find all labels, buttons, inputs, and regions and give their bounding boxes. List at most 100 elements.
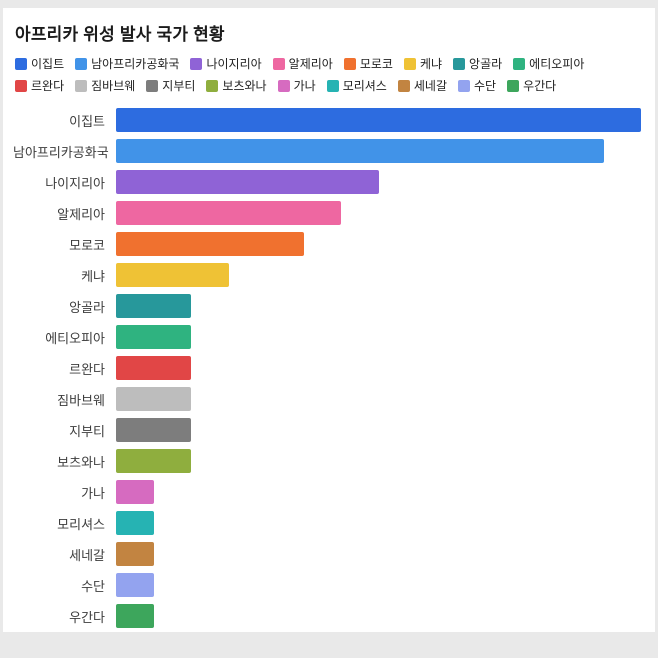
bar (116, 604, 154, 628)
category-label: 짐바브웨 (57, 392, 105, 408)
legend-item[interactable]: 우간다 (507, 77, 556, 94)
bar-track (116, 573, 641, 597)
category-label: 모리셔스 (57, 516, 105, 532)
legend-item[interactable]: 모로코 (343, 55, 393, 72)
category-label: 가나 (81, 485, 105, 501)
legend-swatch-icon (146, 79, 159, 92)
bar (116, 263, 229, 287)
category-label: 모로코 (69, 237, 105, 253)
legend-swatch-icon (457, 79, 470, 92)
legend-label: 짐바브웨 (91, 79, 136, 93)
bar (116, 201, 341, 225)
legend-swatch-icon (75, 57, 88, 70)
bar-row: 나이지리아 (13, 170, 641, 194)
bar-row: 이집트 (13, 108, 641, 132)
bar-track (116, 232, 641, 256)
legend-label: 수단 (473, 79, 497, 93)
category-label: 남아프리카공화국 (13, 144, 109, 160)
legend-item[interactable]: 모리셔스 (326, 77, 387, 94)
legend-swatch-icon (15, 57, 27, 70)
legend-label: 모로코 (359, 57, 393, 71)
bar-row: 수단 (13, 573, 641, 597)
legend-label: 세네갈 (413, 79, 447, 93)
legend-label: 알제리아 (288, 57, 333, 71)
category-label: 케냐 (81, 268, 105, 284)
bar-track (116, 604, 641, 628)
legend-item[interactable]: 에티오피아 (513, 55, 584, 72)
bar-row: 르완다 (13, 356, 641, 380)
legend-swatch-icon (397, 79, 410, 92)
legend-label: 우간다 (523, 79, 557, 93)
bar-track (116, 294, 641, 318)
bar-track (116, 511, 641, 535)
bar (116, 418, 191, 442)
bar-track (116, 170, 641, 194)
category-label: 세네갈 (69, 547, 105, 563)
bar (116, 170, 379, 194)
legend-swatch-icon (326, 79, 339, 92)
bar-track (116, 108, 641, 132)
bar (116, 480, 154, 504)
bar-row: 앙골라 (13, 294, 641, 318)
bar-row: 지부티 (13, 418, 641, 442)
legend-item[interactable]: 가나 (277, 77, 316, 94)
legend-item[interactable]: 이집트 (15, 55, 64, 72)
bar-track (116, 263, 641, 287)
legend-item[interactable]: 르완다 (15, 77, 64, 94)
bar-row: 세네갈 (13, 542, 641, 566)
legend-item[interactable]: 보츠와나 (206, 77, 267, 94)
bar (116, 511, 154, 535)
bar (116, 356, 191, 380)
legend-label: 앙골라 (469, 57, 503, 71)
legend-item[interactable]: 나이지리아 (190, 55, 262, 72)
legend-item[interactable]: 알제리아 (272, 55, 333, 72)
bar-track (116, 449, 641, 473)
bar-row: 우간다 (13, 604, 641, 628)
category-label: 수단 (81, 578, 105, 594)
bar (116, 232, 304, 256)
bar-track (116, 542, 641, 566)
category-label: 우간다 (69, 609, 105, 625)
chart-card: 아프리카 위성 발사 국가 현황 이집트 남아프리카공화국 나이지리아 알제리아 모로코… (3, 8, 655, 632)
bar (116, 325, 191, 349)
bar-track (116, 480, 641, 504)
legend-item[interactable]: 세네갈 (397, 77, 447, 94)
legend-item[interactable]: 지부티 (146, 77, 195, 94)
bar-row: 모로코 (13, 232, 641, 256)
bar-row: 에티오피아 (13, 325, 641, 349)
legend-item[interactable]: 수단 (457, 77, 497, 94)
legend-label: 르완다 (31, 79, 65, 93)
bar-track (116, 325, 641, 349)
legend-swatch-icon (513, 57, 526, 70)
bar-row: 가나 (13, 480, 641, 504)
bar (116, 387, 191, 411)
category-label: 에티오피아 (45, 330, 105, 346)
category-label: 지부티 (69, 423, 105, 439)
legend-swatch-icon (190, 57, 203, 70)
legend-item[interactable]: 남아프리카공화국 (75, 55, 179, 72)
legend-label: 남아프리카공화국 (91, 57, 180, 71)
bar-row: 남아프리카공화국 (13, 139, 641, 163)
legend-item[interactable]: 짐바브웨 (75, 77, 135, 94)
legend-label: 가나 (293, 79, 316, 93)
bar (116, 139, 604, 163)
category-label: 보츠와나 (57, 454, 105, 470)
legend-swatch-icon (272, 57, 285, 70)
legend-swatch-icon (206, 79, 219, 92)
legend-label: 나이지리아 (206, 57, 262, 71)
bar-track (116, 356, 641, 380)
legend-item[interactable]: 케냐 (403, 55, 442, 72)
bar (116, 449, 191, 473)
bar-row: 보츠와나 (13, 449, 641, 473)
legend-swatch-icon (15, 79, 27, 92)
category-label: 알제리아 (57, 206, 105, 222)
bar (116, 294, 191, 318)
category-label: 앙골라 (69, 299, 105, 315)
bar-track (116, 418, 641, 442)
bar (116, 108, 641, 132)
legend-swatch-icon (75, 79, 88, 92)
bar (116, 573, 154, 597)
legend-item[interactable]: 앙골라 (453, 55, 502, 72)
